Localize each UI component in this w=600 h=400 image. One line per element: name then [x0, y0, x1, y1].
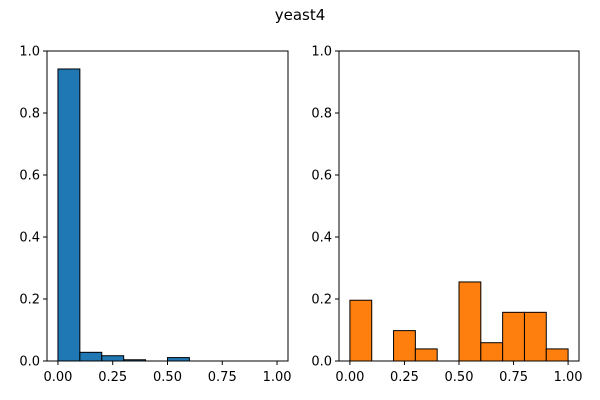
y-tick-label: 0.0 [311, 355, 332, 370]
x-tick-label: 1.00 [263, 370, 292, 385]
x-tick-label: 0.75 [499, 370, 528, 385]
x-tick-label: 0.50 [445, 370, 474, 385]
right-histogram-panel: 0.00 0.25 0.50 0.75 1.00 0.0 0.2 0.4 0.6 0.8 1.0 [311, 45, 582, 386]
x-tick-label: 0.00 [335, 370, 364, 385]
histogram-bar [480, 342, 504, 362]
axes-frame [46, 50, 289, 362]
histogram-bar [393, 330, 416, 362]
figure-title: yeast4 [275, 6, 326, 24]
histogram-bar [545, 348, 569, 362]
y-tick-label: 0.4 [19, 231, 40, 246]
y-tick-label: 0.4 [311, 231, 332, 246]
x-tick-label: 0.00 [43, 370, 72, 385]
y-tick-label: 0.2 [19, 293, 40, 308]
histogram-bar [167, 357, 190, 362]
histogram-bar [349, 299, 373, 362]
histogram-bar [502, 311, 525, 362]
histogram-bar [414, 348, 438, 362]
histogram-bar [57, 68, 81, 362]
y-tick-label: 0.6 [19, 169, 40, 184]
x-tick-label: 0.25 [98, 370, 127, 385]
x-tick-label: 1.00 [554, 370, 583, 385]
y-tick-label: 0.8 [19, 107, 40, 122]
y-tick-label: 0.2 [311, 293, 332, 308]
left-histogram-panel: 0.00 0.25 0.50 0.75 1.00 0.0 0.2 0.4 0.6 0.8 1.0 [19, 45, 291, 386]
x-tick-label: 0.25 [390, 370, 419, 385]
y-tick-label: 0.0 [19, 355, 40, 370]
y-tick-label: 0.6 [311, 169, 332, 184]
x-tick-label: 0.50 [153, 370, 182, 385]
histogram-bar [79, 351, 103, 362]
histogram-bar [101, 355, 125, 362]
y-tick-label: 0.8 [311, 107, 332, 122]
histogram-bar [523, 311, 547, 362]
y-tick-label: 1.0 [19, 45, 40, 60]
x-tick-label: 0.75 [208, 370, 237, 385]
y-tick-label: 1.0 [311, 45, 332, 60]
histogram-bar [458, 281, 482, 362]
